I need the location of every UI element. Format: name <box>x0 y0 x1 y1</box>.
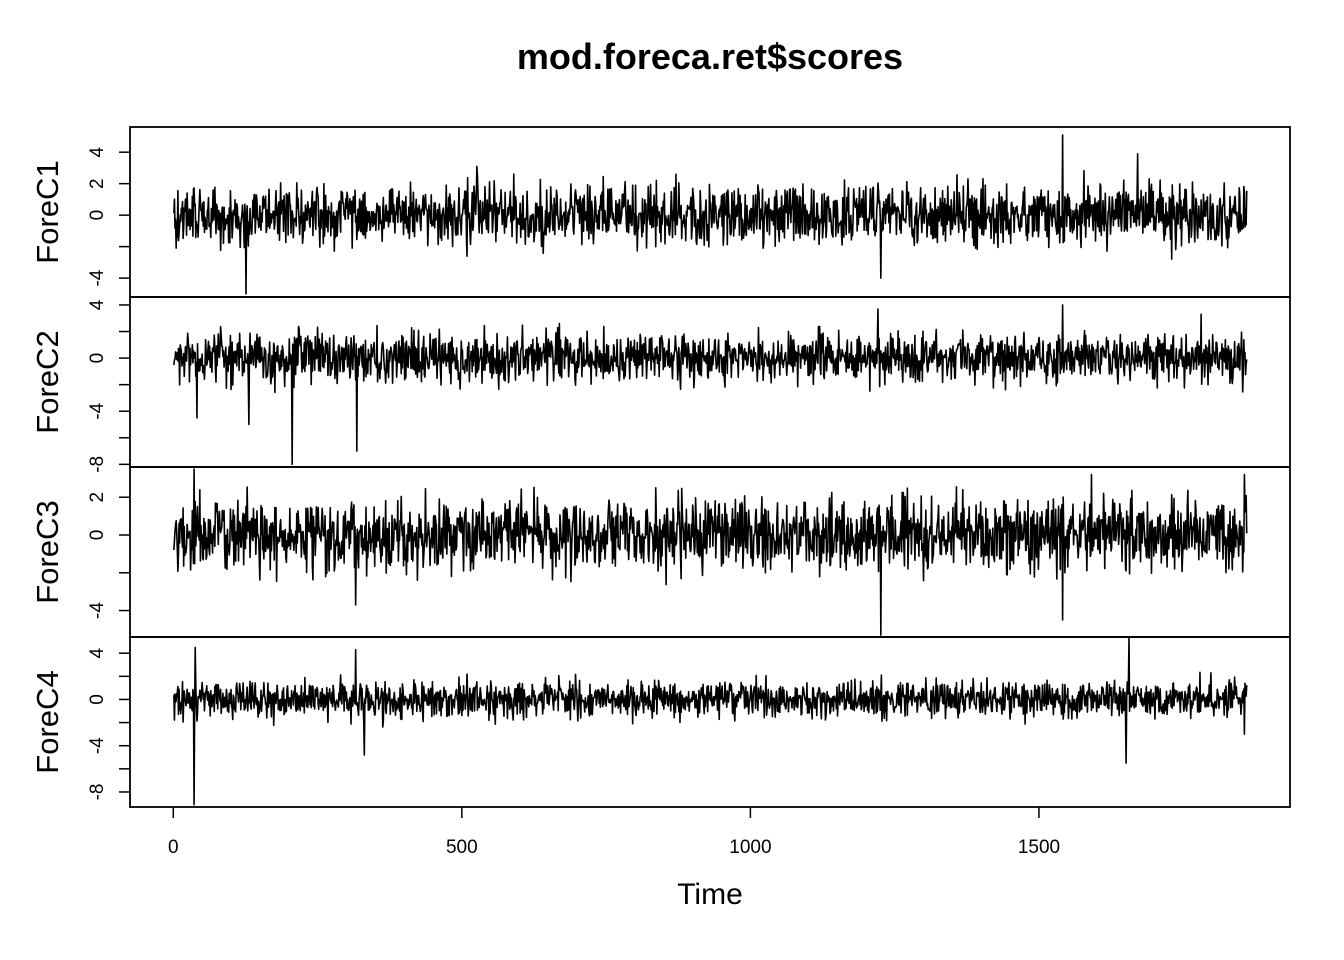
x-tick-label: 1000 <box>729 837 771 858</box>
y-tick-label: 0 <box>87 353 108 364</box>
y-tick-label: 4 <box>87 647 108 658</box>
y-tick-label: -4 <box>87 737 108 754</box>
x-tick-label: 1500 <box>1018 837 1060 858</box>
y-tick-label: -4 <box>87 269 108 286</box>
y-axis-label-forec3: ForeC3 <box>30 500 65 603</box>
x-tick-label: 500 <box>446 837 478 858</box>
y-tick-label: 4 <box>87 146 108 157</box>
series-line-forec2 <box>173 304 1248 466</box>
y-tick-label: -8 <box>87 456 108 473</box>
y-tick-label: -4 <box>87 602 108 619</box>
y-tick-label: 2 <box>87 178 108 189</box>
series-line-forec4 <box>173 637 1248 806</box>
chart-title: mod.foreca.ret$scores <box>517 36 903 77</box>
y-tick-label: -8 <box>87 784 108 801</box>
y-tick-label: 2 <box>87 492 108 503</box>
y-tick-label: 0 <box>87 530 108 541</box>
panels: -4 0 2 4 ForeC1 -8 -4 0 4 ForeC2 -4 0 2 ForeC3 -8 -4 0 4 F… <box>30 126 1291 808</box>
x-tick-label: 0 <box>168 837 179 858</box>
y-tick-label: 4 <box>87 299 108 310</box>
series-line-forec1 <box>173 134 1248 295</box>
panel-frame <box>129 296 1291 468</box>
series-line-forec3 <box>173 468 1248 636</box>
x-axis-label: Time <box>677 878 743 911</box>
y-axis-label-forec2: ForeC2 <box>30 330 65 433</box>
y-axis-label-forec4: ForeC4 <box>30 670 65 773</box>
y-tick-label: 0 <box>87 210 108 221</box>
panel-forec1: -4 0 2 4 ForeC1 <box>30 126 1291 298</box>
y-tick-label: -4 <box>87 402 108 419</box>
y-axis-label-forec1: ForeC1 <box>30 160 65 263</box>
panel-forec2: -8 -4 0 4 ForeC2 <box>30 296 1291 473</box>
x-axis: 0 500 1000 1500 <box>168 807 1060 858</box>
panel-frame <box>129 636 1291 808</box>
panel-forec4: -8 -4 0 4 ForeC4 <box>30 636 1291 808</box>
y-tick-label: 0 <box>87 694 108 705</box>
panel-forec3: -4 0 2 ForeC3 <box>30 466 1291 638</box>
